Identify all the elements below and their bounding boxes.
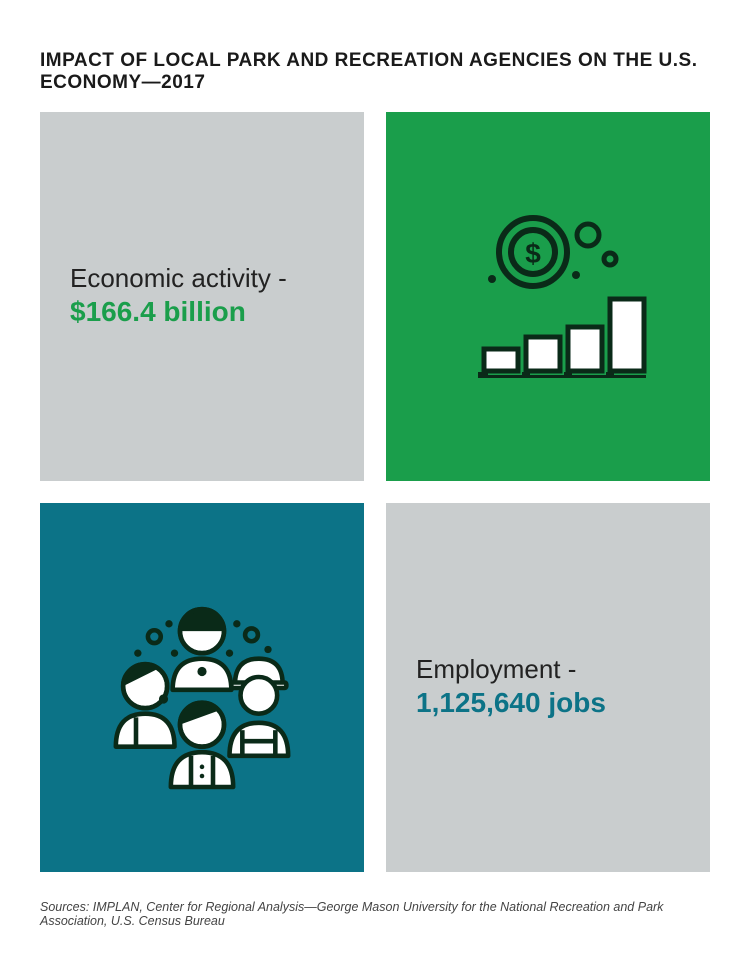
- economic-value: $166.4 billion: [70, 294, 334, 330]
- tile-economic-icon: $: [386, 112, 710, 481]
- people-group-icon: [92, 588, 312, 788]
- economic-label: Economic activity -: [70, 263, 334, 294]
- employment-value: 1,125,640 jobs: [416, 685, 680, 721]
- tile-employment-icon: [40, 503, 364, 872]
- page-title: IMPACT OF LOCAL PARK AND RECREATION AGEN…: [40, 50, 710, 94]
- growth-chart-icon: $: [438, 197, 658, 397]
- employment-label: Employment -: [416, 654, 680, 685]
- svg-text:$: $: [525, 238, 541, 269]
- sources-text: Sources: IMPLAN, Center for Regional Ana…: [40, 900, 710, 928]
- tile-employment: Employment - 1,125,640 jobs: [386, 503, 710, 872]
- tile-economic-activity: Economic activity - $166.4 billion: [40, 112, 364, 481]
- employment-stat-block: Employment - 1,125,640 jobs: [386, 654, 710, 722]
- economic-stat-block: Economic activity - $166.4 billion: [40, 263, 364, 331]
- infographic-grid: Economic activity - $166.4 billion $: [40, 112, 710, 872]
